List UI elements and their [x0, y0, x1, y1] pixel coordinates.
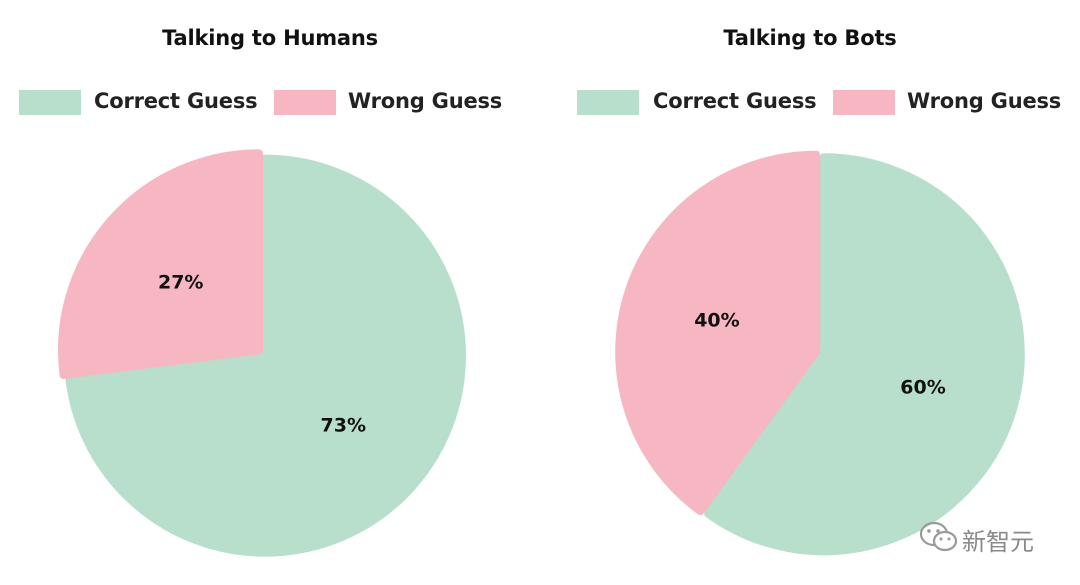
- pie-slice-wrong-guess: [615, 150, 821, 516]
- slice-value-label: 40%: [694, 310, 739, 332]
- legend: Correct Guess Wrong Guess: [540, 86, 1080, 118]
- legend-swatch-correct: [577, 90, 639, 115]
- pie-chart-bots: 60% 40%: [615, 150, 1025, 556]
- pie-chart-humans: 73% 27%: [58, 149, 466, 557]
- legend-label-wrong: Wrong Guess: [348, 89, 503, 113]
- legend-swatch-wrong: [833, 90, 895, 115]
- chart-title: Talking to Bots: [723, 26, 897, 50]
- legend-label-wrong: Wrong Guess: [907, 89, 1062, 113]
- chart-humans: Talking to Humans Correct Guess Wrong Gu…: [0, 26, 540, 557]
- slice-value-label: 27%: [158, 271, 203, 293]
- slice-value-label: 73%: [321, 415, 366, 437]
- pie-slice-correct-guess: [704, 153, 1025, 556]
- legend-label-correct: Correct Guess: [653, 89, 817, 113]
- slice-value-label: 60%: [900, 376, 945, 398]
- legend: Correct Guess Wrong Guess: [0, 86, 540, 118]
- legend-label-correct: Correct Guess: [94, 89, 258, 113]
- chart-title: Talking to Humans: [162, 26, 378, 50]
- pie-slice-wrong-guess: [58, 149, 263, 380]
- legend-swatch-correct: [19, 90, 81, 115]
- pie-slice-correct-guess: [65, 154, 466, 557]
- watermark-text: 新智元: [962, 528, 1034, 556]
- chart-bots: Talking to Bots Correct Guess Wrong Gues…: [540, 0, 1080, 585]
- wechat-icon: [919, 521, 958, 552]
- legend-swatch-wrong: [274, 90, 336, 115]
- watermark: 新智元: [918, 518, 1068, 558]
